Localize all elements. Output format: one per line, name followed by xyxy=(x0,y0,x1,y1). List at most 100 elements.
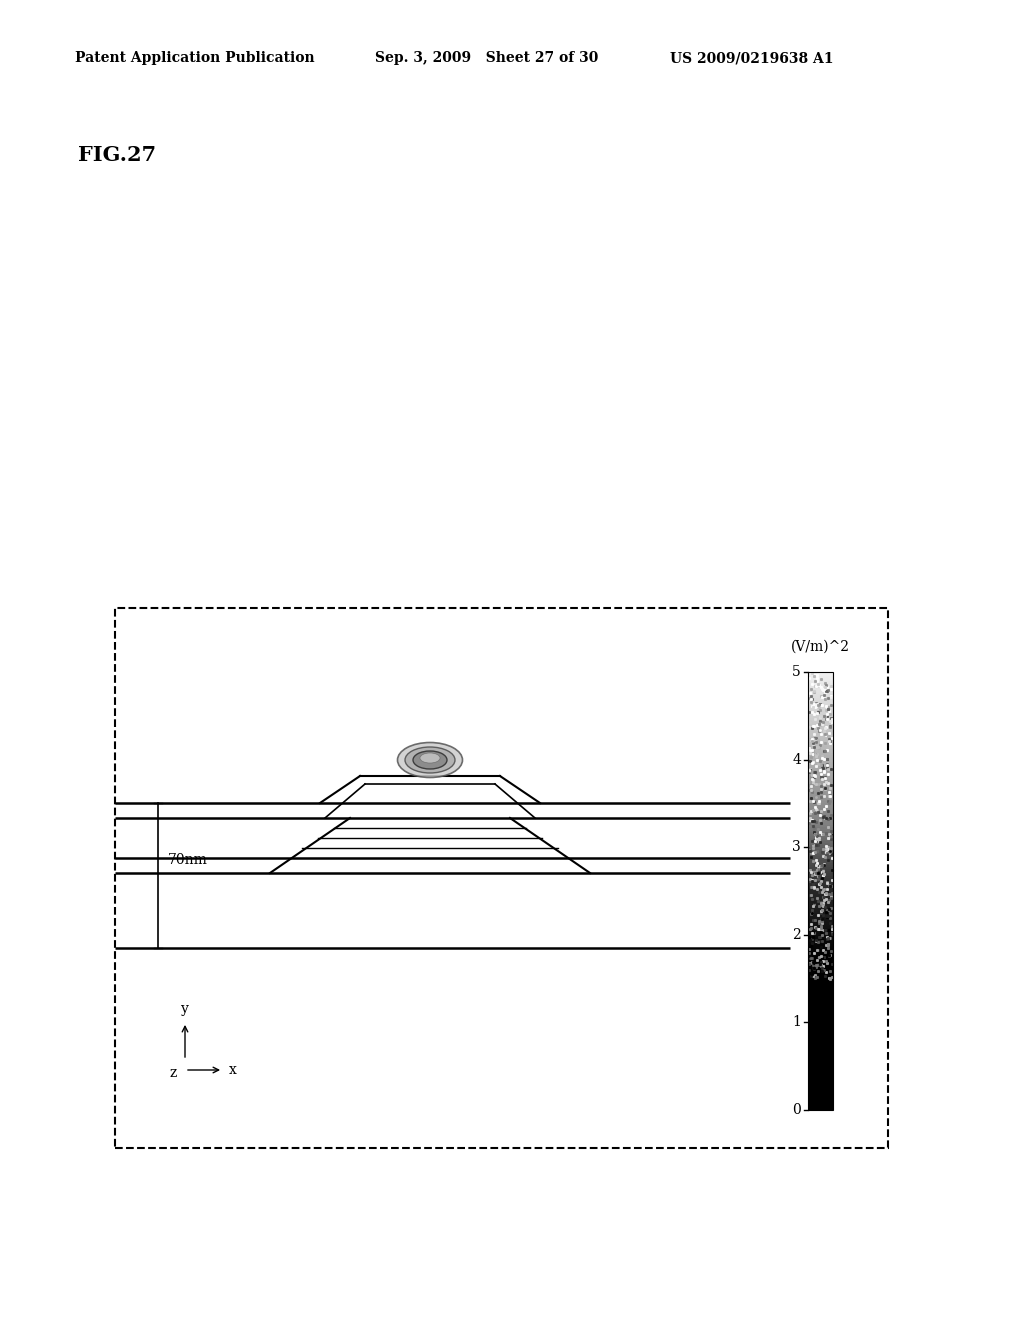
Bar xyxy=(808,1001,833,1003)
Bar xyxy=(808,983,833,985)
Bar xyxy=(808,902,833,904)
Bar xyxy=(808,768,833,771)
Bar xyxy=(808,832,833,834)
Bar xyxy=(808,689,833,692)
Bar xyxy=(808,841,833,843)
Bar xyxy=(808,709,833,711)
Bar xyxy=(808,898,833,900)
Bar xyxy=(808,672,833,675)
Bar xyxy=(808,1073,833,1074)
Bar xyxy=(808,1035,833,1038)
Bar xyxy=(808,1067,833,1068)
Bar xyxy=(808,950,833,952)
Bar xyxy=(808,741,833,742)
Bar xyxy=(808,935,833,937)
Bar xyxy=(808,795,833,797)
Bar xyxy=(808,738,833,741)
Bar xyxy=(808,954,833,957)
Bar xyxy=(808,875,833,878)
Bar xyxy=(808,981,833,983)
Bar xyxy=(808,792,833,795)
Bar xyxy=(808,941,833,944)
Bar xyxy=(808,681,833,682)
Bar xyxy=(808,861,833,862)
Bar xyxy=(808,858,833,861)
Bar xyxy=(808,688,833,689)
Bar xyxy=(808,847,833,849)
Bar xyxy=(808,830,833,832)
Bar xyxy=(808,940,833,941)
Bar xyxy=(808,968,833,970)
Bar xyxy=(808,882,833,884)
Bar xyxy=(808,781,833,784)
Bar xyxy=(808,970,833,972)
Ellipse shape xyxy=(420,752,440,763)
Bar xyxy=(808,1104,833,1106)
Bar xyxy=(808,1016,833,1018)
Bar xyxy=(808,917,833,920)
Bar xyxy=(808,751,833,752)
Bar xyxy=(808,779,833,781)
Bar xyxy=(808,961,833,964)
Bar xyxy=(808,900,833,902)
Bar xyxy=(808,805,833,808)
Bar xyxy=(808,855,833,858)
Bar xyxy=(808,784,833,785)
Bar xyxy=(808,711,833,714)
Text: 1: 1 xyxy=(793,1015,801,1030)
Bar xyxy=(808,1011,833,1014)
Bar xyxy=(808,734,833,735)
Ellipse shape xyxy=(413,751,447,770)
Text: (V/m)^2: (V/m)^2 xyxy=(791,640,850,653)
Bar xyxy=(808,965,833,968)
Bar xyxy=(808,944,833,945)
Bar xyxy=(808,1010,833,1011)
Text: 0: 0 xyxy=(793,1104,801,1117)
Bar xyxy=(808,762,833,764)
Bar xyxy=(808,817,833,818)
Bar xyxy=(115,609,888,1148)
Bar xyxy=(808,990,833,991)
Bar xyxy=(808,1061,833,1064)
Bar xyxy=(808,1038,833,1040)
Bar xyxy=(808,818,833,821)
Bar xyxy=(808,854,833,855)
Text: z: z xyxy=(170,1067,177,1080)
Bar xyxy=(808,775,833,777)
Bar xyxy=(808,907,833,908)
Bar xyxy=(808,878,833,880)
Bar xyxy=(808,1034,833,1035)
Bar xyxy=(808,985,833,987)
Bar xyxy=(808,845,833,847)
Bar xyxy=(808,1097,833,1100)
Bar xyxy=(808,1053,833,1055)
Bar xyxy=(808,759,833,762)
Bar xyxy=(808,698,833,701)
Bar xyxy=(808,911,833,913)
Bar xyxy=(808,788,833,791)
Bar xyxy=(808,791,833,792)
Bar xyxy=(808,891,833,894)
Text: Patent Application Publication: Patent Application Publication xyxy=(75,51,314,65)
Bar xyxy=(808,714,833,715)
Bar xyxy=(808,1101,833,1104)
Bar xyxy=(808,1040,833,1041)
Text: 70nm: 70nm xyxy=(168,854,208,867)
Bar xyxy=(808,888,833,891)
Bar xyxy=(808,752,833,755)
Bar xyxy=(808,1031,833,1034)
Bar xyxy=(808,812,833,814)
Bar xyxy=(808,1080,833,1081)
Bar xyxy=(808,766,833,768)
Bar xyxy=(808,1020,833,1023)
Bar xyxy=(808,1047,833,1048)
Bar xyxy=(808,1060,833,1061)
Bar xyxy=(808,895,833,898)
Bar xyxy=(808,1057,833,1060)
Ellipse shape xyxy=(406,747,455,774)
Bar xyxy=(808,1030,833,1031)
Text: 4: 4 xyxy=(793,752,801,767)
Bar xyxy=(808,685,833,688)
Bar xyxy=(808,696,833,698)
Bar xyxy=(808,744,833,747)
